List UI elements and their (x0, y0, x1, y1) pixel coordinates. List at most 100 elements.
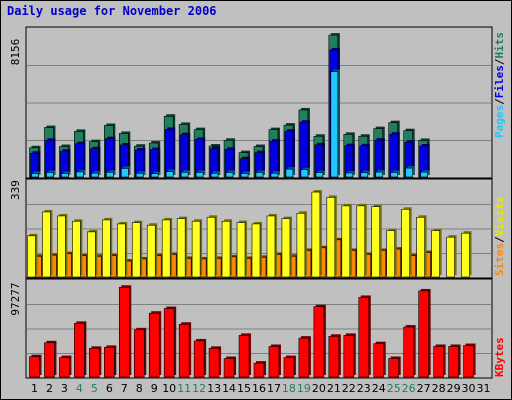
x-tick-label: 22 (342, 382, 356, 395)
bar-kbytes-day-1 (29, 354, 42, 378)
legend-pages: Pages (493, 105, 506, 138)
svg-text:Pages/Files/Hits: Pages/Files/Hits (493, 32, 506, 138)
bar-pages-day-20 (315, 170, 325, 178)
bar-sites-day-29 (446, 235, 457, 278)
bar-sites-day-28 (431, 228, 442, 278)
x-tick-label: 5 (91, 382, 98, 395)
y-max-kbytes: 97277 (9, 282, 22, 315)
bar-kbytes-day-11 (178, 322, 192, 378)
bar-pages-day-27 (420, 170, 430, 178)
bar-sites-day-26 (401, 207, 412, 278)
bar-sites-day-14 (221, 219, 233, 278)
bar-sites-day-22 (341, 203, 352, 278)
bar-sites-day-7 (116, 221, 128, 278)
bar-sites-day-11 (176, 216, 188, 278)
bar-pages-day-13 (210, 171, 221, 178)
bar-kbytes-day-9 (148, 311, 162, 378)
bar-kbytes-day-5 (89, 346, 102, 378)
bar-kbytes-day-27 (418, 288, 431, 378)
x-tick-label: 17 (267, 382, 281, 395)
bar-kbytes-day-29 (448, 344, 461, 378)
x-tick-label: 12 (192, 382, 206, 395)
bar-pages-day-2 (46, 170, 56, 178)
x-tick-label: 7 (121, 382, 128, 395)
x-tick-label: 11 (177, 382, 191, 395)
x-tick-label: 9 (151, 382, 158, 395)
x-tick-label: 10 (162, 382, 176, 395)
bar-sites-day-8 (131, 220, 143, 278)
x-tick-label: 29 (447, 382, 461, 395)
bar-kbytes-day-10 (163, 306, 177, 378)
bar-pages-day-9 (150, 171, 161, 178)
bar-kbytes-day-26 (403, 325, 416, 378)
bar-pages-day-11 (180, 170, 191, 178)
x-tick-label: 13 (207, 382, 221, 395)
bars-layer (27, 33, 476, 378)
bar-sites-day-19 (296, 211, 307, 278)
legend-sep-3: / (493, 236, 506, 243)
bar-kbytes-day-17 (268, 344, 281, 378)
bar-kbytes-day-18 (283, 355, 296, 378)
bar-kbytes-day-3 (59, 355, 72, 378)
y-max-hits: 8156 (9, 39, 22, 66)
bar-pages-day-16 (255, 170, 265, 178)
bar-sites-day-17 (266, 213, 277, 278)
bar-kbytes-day-19 (298, 336, 311, 378)
legend-sep-1: / (493, 98, 506, 105)
bar-pages-day-22 (345, 170, 355, 178)
x-axis-labels: 1 2 3 4 5 6 7 8 9 10 11 12 13 14 15 16 17 18 19 20 21 22 23 24 2… (31, 382, 491, 395)
bar-sites-day-15 (236, 220, 248, 278)
bar-kbytes-day-7 (118, 285, 132, 378)
bar-pages-day-21 (330, 69, 340, 178)
bar-pages-day-18 (285, 167, 295, 178)
bar-sites-day-10 (161, 217, 173, 278)
x-tick-label: 20 (312, 382, 326, 395)
x-tick-label: 28 (432, 382, 446, 395)
x-tick-label: 16 (252, 382, 266, 395)
bar-sites-day-12 (191, 219, 203, 278)
bar-pages-day-5 (91, 171, 101, 178)
bar-sites-day-18 (281, 216, 292, 278)
bar-sites-day-16 (251, 221, 262, 278)
bar-kbytes-day-30 (463, 343, 476, 378)
bar-kbytes-day-13 (208, 346, 222, 378)
bar-pages-day-25 (390, 170, 400, 178)
bar-pages-day-12 (195, 170, 206, 178)
x-tick-label: 1 (31, 382, 38, 395)
bar-kbytes-day-2 (44, 340, 57, 378)
bar-kbytes-day-15 (238, 333, 252, 378)
bar-kbytes-day-20 (313, 304, 326, 378)
svg-text:KBytes: KBytes (493, 337, 506, 377)
bar-pages-day-8 (135, 171, 146, 178)
x-tick-label: 15 (237, 382, 251, 395)
bar-kbytes-day-6 (104, 345, 117, 378)
bar-files-day-17 (269, 139, 280, 178)
bar-sites-day-27 (416, 215, 427, 278)
legend-hits: Hits (493, 32, 506, 59)
legend-sep-2: / (493, 58, 506, 65)
bar-sites-day-25 (386, 228, 397, 278)
bar-pages-day-15 (240, 171, 251, 178)
x-tick-label: 14 (222, 382, 236, 395)
bar-pages-day-17 (270, 171, 280, 178)
x-tick-label: 6 (106, 382, 113, 395)
bar-kbytes-day-23 (358, 295, 371, 378)
legend-sites-visits: Sites/Visits (493, 197, 506, 277)
bar-pages-day-14 (225, 170, 236, 178)
bar-kbytes-day-14 (223, 356, 237, 378)
bar-sites-day-1 (27, 233, 38, 278)
x-tick-label: 27 (417, 382, 431, 395)
bar-sites-day-9 (146, 223, 158, 278)
bar-files-day-25 (389, 132, 400, 178)
bar-sites-day-6 (102, 217, 113, 278)
y-max-visits: 339 (9, 180, 22, 200)
x-tick-label: 18 (282, 382, 296, 395)
x-tick-label: 3 (61, 382, 68, 395)
bar-sites-day-2 (42, 209, 53, 278)
bar-kbytes-day-16 (253, 361, 266, 378)
bar-sites-day-4 (72, 219, 83, 278)
bar-sites-day-24 (371, 204, 382, 278)
bar-kbytes-day-28 (433, 344, 446, 378)
x-tick-label: 2 (46, 382, 53, 395)
